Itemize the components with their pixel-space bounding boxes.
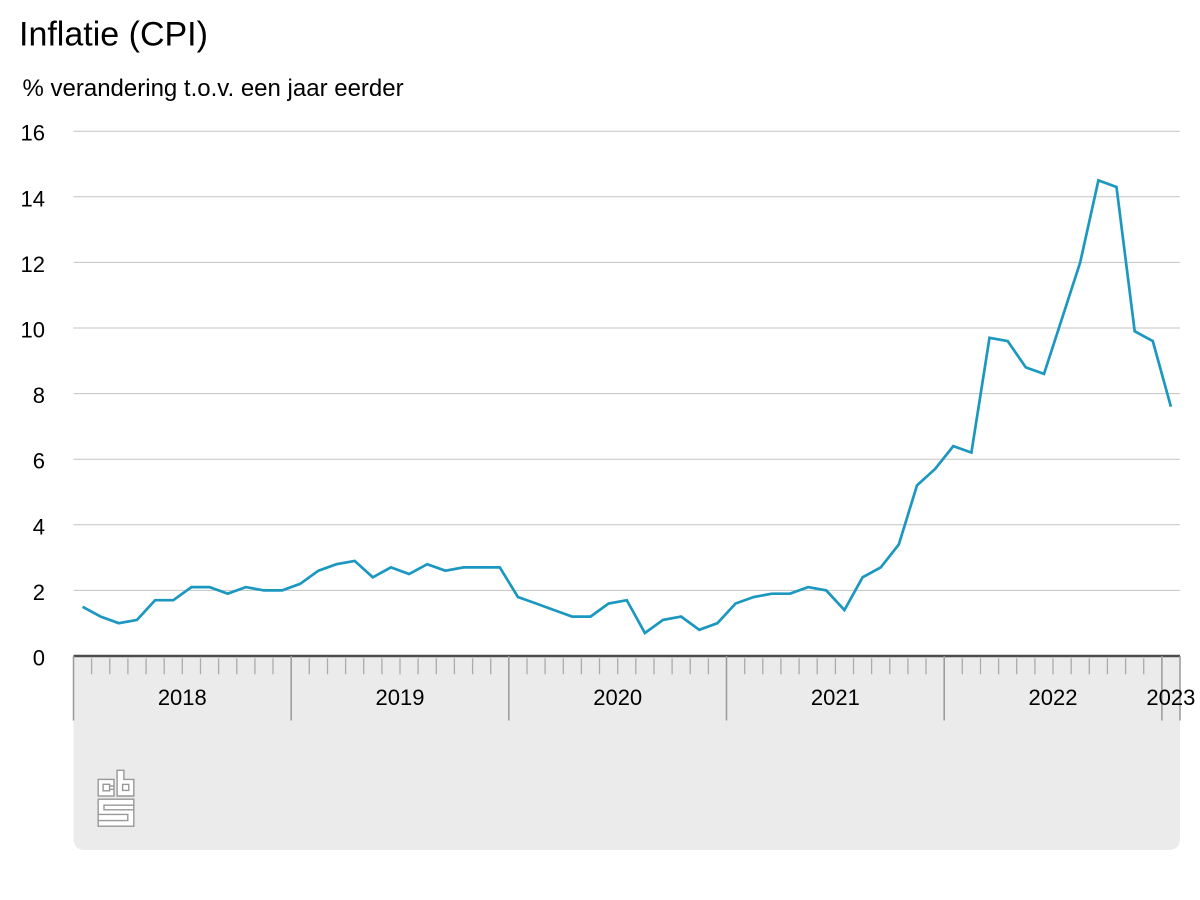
svg-text:16: 16 <box>21 121 45 146</box>
svg-text:14: 14 <box>21 186 45 211</box>
svg-text:10: 10 <box>21 318 45 343</box>
svg-text:12: 12 <box>21 252 45 277</box>
svg-text:2: 2 <box>33 580 45 605</box>
svg-text:2020: 2020 <box>593 685 642 710</box>
svg-text:6: 6 <box>33 449 45 474</box>
svg-text:2018: 2018 <box>158 685 207 710</box>
svg-text:2021: 2021 <box>811 685 860 710</box>
svg-text:Inflatie (CPI): Inflatie (CPI) <box>19 15 208 53</box>
svg-text:8: 8 <box>33 383 45 408</box>
svg-text:4: 4 <box>33 514 45 539</box>
svg-text:2019: 2019 <box>376 685 425 710</box>
svg-text:% verandering t.o.v. een jaar: % verandering t.o.v. een jaar eerder <box>23 75 404 102</box>
svg-text:2023: 2023 <box>1146 685 1195 710</box>
svg-text:2022: 2022 <box>1029 685 1078 710</box>
svg-text:0: 0 <box>33 646 45 671</box>
